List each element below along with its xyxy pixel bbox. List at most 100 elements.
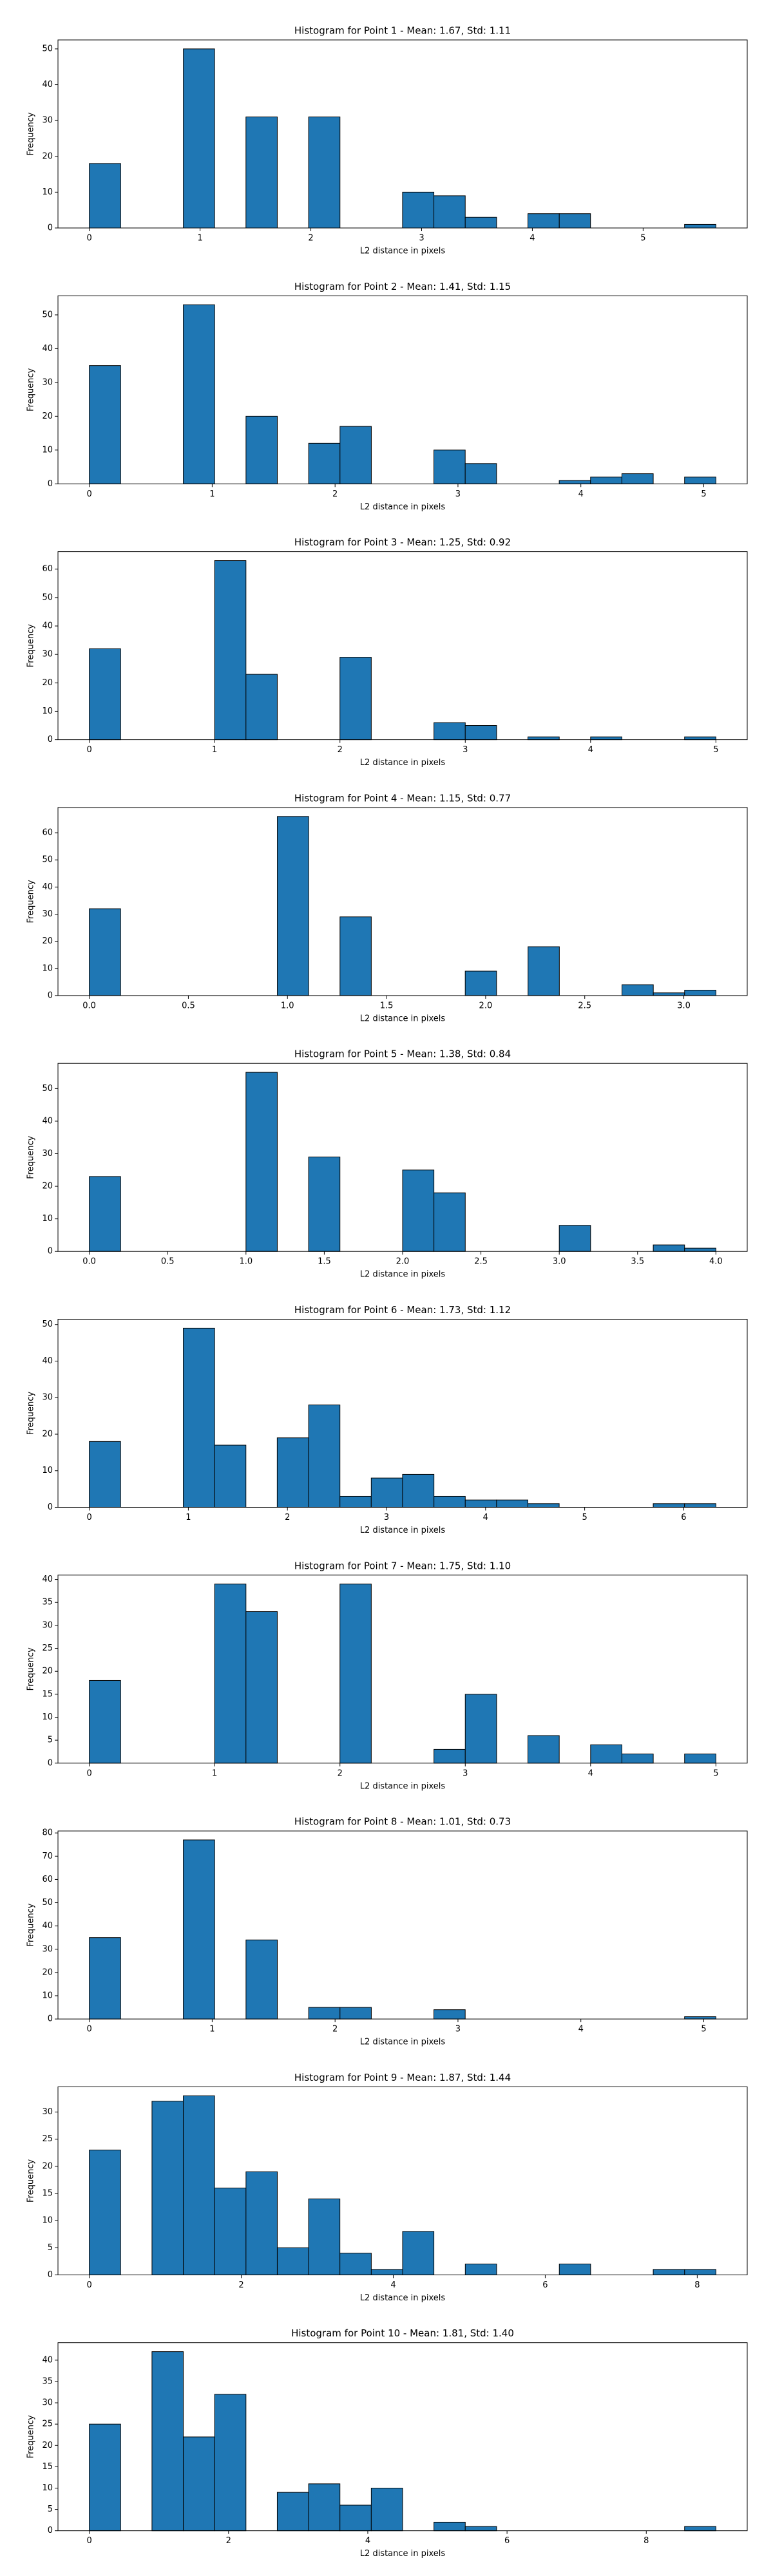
- bar: [402, 1473, 435, 1508]
- x-tick-label: 0: [86, 1768, 91, 1778]
- subplot: Histogram for Point 2 - Mean: 1.41, Std:…: [26, 281, 748, 512]
- x-tick-label: 0: [87, 489, 92, 499]
- x-tick-label: 4: [365, 2536, 370, 2546]
- x-tick-label: 0: [87, 2025, 92, 2034]
- chart-title: Histogram for Point 9 - Mean: 1.87, Std:…: [294, 2072, 511, 2083]
- y-tick-label: 10: [42, 1466, 53, 1475]
- y-tick-label: 0: [48, 2526, 53, 2535]
- bar: [308, 1157, 341, 1252]
- bar: [464, 1499, 497, 1508]
- x-axis-label: L2 distance in pixels: [360, 1781, 446, 1791]
- bar: [276, 2492, 309, 2532]
- y-axis-label: Frequency: [26, 1647, 36, 1690]
- bar: [558, 480, 591, 484]
- x-tick-label: 5: [701, 2025, 706, 2034]
- y-tick-label: 30: [42, 1620, 53, 1630]
- bar: [370, 2487, 403, 2532]
- x-tick-label: 2: [238, 2280, 243, 2290]
- y-tick-label: 10: [42, 1214, 53, 1224]
- x-tick-label: 2.0: [479, 1001, 493, 1010]
- bar: [684, 223, 716, 229]
- bar: [89, 1680, 121, 1764]
- bar: [684, 477, 716, 484]
- y-tick-label: 10: [42, 706, 53, 716]
- y-tick-label: 0: [48, 1758, 53, 1768]
- y-tick-label: 5: [48, 1736, 53, 1745]
- bar: [558, 213, 591, 229]
- bar: [339, 1495, 372, 1508]
- bar: [528, 736, 560, 741]
- x-tick-label: 2: [308, 234, 313, 243]
- bar: [276, 2247, 309, 2275]
- x-tick-label: 3: [455, 489, 461, 499]
- x-tick-label: 0: [86, 1513, 91, 1522]
- y-tick-label: 50: [42, 855, 53, 865]
- x-tick-label: 0.0: [82, 1257, 96, 1267]
- y-tick-label: 10: [42, 1712, 53, 1722]
- y-tick-label: 50: [42, 310, 53, 319]
- bar: [684, 736, 716, 741]
- x-tick-label: 2: [332, 489, 338, 499]
- x-tick-label: 5: [582, 1513, 587, 1522]
- bar: [464, 971, 497, 996]
- x-tick-label: 4: [390, 2280, 396, 2290]
- bar: [277, 816, 309, 996]
- x-tick-label: 3: [463, 745, 468, 755]
- bar: [308, 2198, 341, 2275]
- y-tick-label: 50: [42, 1898, 53, 1908]
- y-tick-label: 0: [48, 1502, 53, 1512]
- bar: [308, 2483, 341, 2532]
- bar: [89, 2423, 121, 2532]
- subplot: Histogram for Point 4 - Mean: 1.15, Std:…: [26, 792, 748, 1023]
- bar: [89, 1937, 121, 2020]
- bar: [183, 2095, 215, 2275]
- x-tick-label: 4: [578, 489, 584, 499]
- y-tick-label: 40: [42, 80, 53, 90]
- x-tick-label: 5: [701, 489, 706, 499]
- bar: [245, 1611, 278, 1764]
- x-tick-label: 3: [384, 1513, 389, 1522]
- bar: [245, 2171, 278, 2275]
- bar: [653, 1503, 685, 1508]
- bar: [434, 195, 466, 229]
- y-axis-label: Frequency: [26, 368, 36, 411]
- y-tick-label: 40: [42, 1356, 53, 1366]
- bar: [621, 473, 654, 484]
- bar: [434, 2521, 466, 2532]
- x-tick-label: 0: [86, 2536, 91, 2546]
- x-axis-label: L2 distance in pixels: [360, 1270, 446, 1280]
- x-tick-label: 1.5: [380, 1001, 394, 1010]
- bar: [528, 213, 560, 229]
- y-tick-label: 10: [42, 963, 53, 973]
- y-tick-label: 30: [42, 377, 53, 387]
- y-tick-label: 70: [42, 1852, 53, 1861]
- bar: [151, 2351, 184, 2532]
- bar: [308, 2007, 341, 2020]
- x-tick-label: 4.0: [709, 1257, 723, 1267]
- bar: [245, 415, 278, 484]
- bar: [653, 1244, 685, 1252]
- bar: [434, 1495, 466, 1508]
- y-tick-label: 0: [48, 2014, 53, 2024]
- y-tick-label: 30: [42, 1944, 53, 1954]
- bar: [684, 1503, 716, 1508]
- y-tick-label: 30: [42, 650, 53, 659]
- y-tick-label: 0: [48, 479, 53, 489]
- x-tick-label: 3: [419, 234, 424, 243]
- y-tick-label: 30: [42, 909, 53, 919]
- bar: [276, 1437, 309, 1508]
- y-tick-label: 40: [42, 1921, 53, 1931]
- chart-title: Histogram for Point 1 - Mean: 1.67, Std:…: [294, 25, 511, 37]
- x-tick-label: 4: [578, 2025, 584, 2034]
- bar: [464, 216, 497, 229]
- axes-frame: [57, 295, 748, 484]
- bar: [621, 1754, 654, 1764]
- bar: [434, 2009, 466, 2020]
- y-tick-label: 20: [42, 1429, 53, 1439]
- x-tick-label: 1: [186, 1513, 191, 1522]
- subplot: Histogram for Point 1 - Mean: 1.67, Std:…: [26, 25, 748, 256]
- x-tick-label: 2: [338, 1768, 343, 1778]
- x-tick-label: 5: [713, 1768, 718, 1778]
- bar: [339, 426, 372, 484]
- subplot: Histogram for Point 3 - Mean: 1.25, Std:…: [26, 536, 748, 768]
